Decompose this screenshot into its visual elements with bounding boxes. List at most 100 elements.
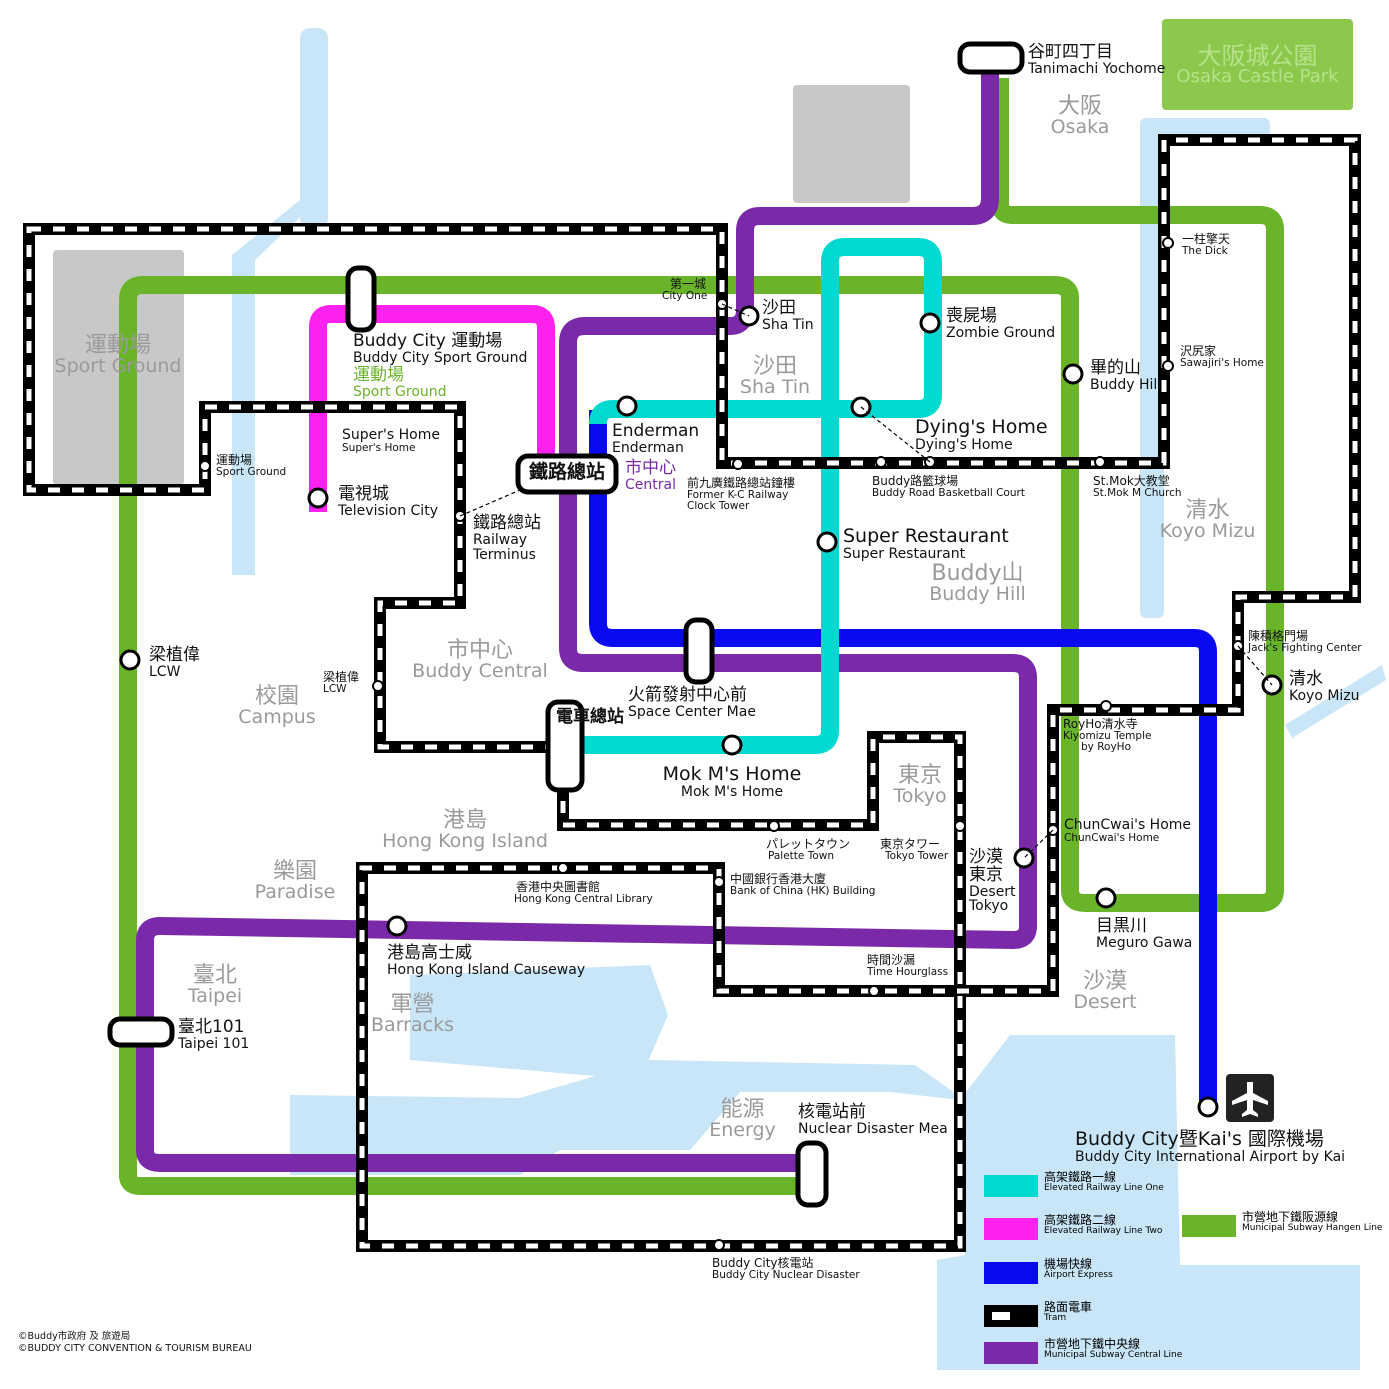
- station-dots: [119, 305, 1283, 1118]
- airplane-icon: [1226, 1074, 1274, 1122]
- station-tram-terminus[interactable]: 電車總站: [556, 707, 624, 727]
- station-city-one[interactable]: 第一城 City One: [662, 277, 708, 302]
- interchange-space-center: [683, 617, 715, 685]
- tram-stop: [1162, 237, 1174, 249]
- tram-stop: [1094, 456, 1106, 468]
- tram-stop-dots: [199, 237, 1244, 1251]
- credit-line-1: ©Buddy市政府 及 旅遊局: [18, 1331, 131, 1342]
- gray-block-north: [793, 85, 910, 203]
- sea-east-strip: [1285, 665, 1386, 738]
- elevated-line-one: [566, 238, 942, 754]
- station-airport[interactable]: Buddy City暨Kai's 國際機場 Buddy City Internat…: [1075, 1128, 1346, 1165]
- station-dot: [307, 487, 329, 509]
- interchange-nuclear-mea: [795, 1140, 829, 1208]
- district-koyo-mizu: 清水 Koyo Mizu: [1159, 498, 1256, 542]
- station-lcw-tram[interactable]: 梁植偉 LCW: [323, 670, 360, 695]
- tram-stop: [372, 680, 384, 692]
- station-causeway[interactable]: 港島高士威 Hong Kong Island Causeway: [387, 943, 586, 978]
- hangen-line: [119, 78, 1284, 1195]
- tram-stop: [768, 820, 780, 832]
- station-sawajiri[interactable]: 沢尻家 Sawajiri's Home: [1180, 344, 1264, 369]
- station-the-dick[interactable]: 一柱擎天 The Dick: [1182, 232, 1231, 257]
- station-sha-tin[interactable]: 沙田 Sha Tin: [762, 298, 814, 333]
- station-dot: [386, 915, 408, 937]
- district-sha-tin: 沙田 Sha Tin: [739, 354, 811, 398]
- tram-stop: [199, 460, 211, 472]
- connectors: [459, 303, 1273, 859]
- station-dot: [721, 734, 743, 756]
- tram-stop: [557, 862, 569, 874]
- station-sport-ground-tram[interactable]: 運動場 Sport Ground: [216, 453, 287, 478]
- station-tanimachi[interactable]: 谷町四丁目 Tanimachi Yochome: [1028, 42, 1166, 77]
- station-st-mok[interactable]: St.Mok大教堂 St.Mok M Church: [1093, 474, 1182, 499]
- station-desert-tokyo[interactable]: 沙漠 東京 Desert Tokyo: [969, 847, 1016, 915]
- station-jacks[interactable]: 陳積格門場 Jack's Fighting Center: [1248, 629, 1362, 654]
- station-dot: [119, 649, 141, 671]
- station-hourglass[interactable]: 時間沙漏 Time Hourglass: [867, 953, 949, 978]
- station-taipei101[interactable]: 臺北101 Taipei 101: [178, 1017, 250, 1052]
- district-desert: 沙漠 Desert: [1073, 969, 1137, 1013]
- station-mok-home[interactable]: Mok M's Home Mok M's Home: [662, 763, 802, 800]
- tram-stop: [954, 820, 966, 832]
- district-campus: 校園 Campus: [238, 684, 316, 728]
- station-royho[interactable]: RoyHo清水寺 Kiyomizu Temple by RoyHo: [1063, 717, 1152, 753]
- tram-stop: [924, 456, 936, 468]
- elevated-line-two: [309, 305, 555, 512]
- station-clock-tower[interactable]: 前九廣鐵路總站鐘樓 Former K-C Railway Clock Tower: [687, 476, 796, 512]
- station-zombie-ground[interactable]: 喪屍場 Zombie Ground: [946, 306, 1056, 341]
- station-sport-ground-pink[interactable]: Buddy City 運動場 Buddy City Sport Ground: [353, 331, 528, 366]
- tram-stop: [713, 876, 725, 888]
- interchange-tram-terminus: [545, 699, 585, 793]
- legend-swatch: [984, 1175, 1038, 1197]
- lake-center: [410, 965, 668, 1080]
- tram-stop: [1100, 700, 1112, 712]
- tram-stop: [732, 458, 744, 470]
- station-buddy-hill[interactable]: 畢的山 Buddy Hill: [1090, 358, 1162, 393]
- tram-stop: [713, 1239, 725, 1251]
- tram-stop: [868, 985, 880, 997]
- station-enderman[interactable]: Enderman Enderman: [612, 421, 700, 456]
- station-sport-ground-green[interactable]: 運動場 Sport Ground: [353, 365, 447, 400]
- station-dot: [616, 395, 638, 417]
- central-line: [136, 60, 1037, 1172]
- station-basketball[interactable]: Buddy路籃球場 Buddy Road Basketball Court: [872, 474, 1025, 499]
- station-super-restaurant[interactable]: Super Restaurant Super Restaurant: [843, 525, 1009, 562]
- station-koyo-mizu[interactable]: 清水 Koyo Mizu: [1289, 669, 1360, 704]
- station-space-center[interactable]: 火箭發射中心前 Space Center Mae: [628, 685, 756, 720]
- station-nuclear-mea[interactable]: 核電站前 Nuclear Disaster Mea: [798, 1102, 948, 1137]
- river-west: [232, 200, 318, 575]
- legend-swatch: [984, 1262, 1038, 1284]
- station-dying-home[interactable]: Dying's Home Dying's Home: [915, 416, 1048, 453]
- station-tokyo-tower[interactable]: 東京タワー Tokyo Tower: [880, 837, 949, 862]
- tram-stop: [875, 456, 887, 468]
- station-boc[interactable]: 中國銀行香港大廈 Bank of China (HK) Building: [730, 872, 876, 897]
- station-hk-library[interactable]: 香港中央圖書館 Hong Kong Central Library: [514, 880, 653, 905]
- interchange-sport-ground: [345, 265, 377, 333]
- district-osaka: 大阪 Osaka: [1050, 94, 1110, 138]
- station-supers-home[interactable]: Super's Home Super's Home: [342, 427, 440, 454]
- district-taipei: 臺北 Taipei: [187, 963, 243, 1007]
- osaka-castle-park: [1162, 19, 1353, 110]
- tram-stop: [1162, 360, 1174, 372]
- legend-swatch: [984, 1342, 1038, 1364]
- station-lcw-green[interactable]: 梁植偉 LCW: [149, 645, 200, 680]
- station-palette-town[interactable]: パレットタウン Palette Town: [766, 837, 851, 862]
- station-television-city[interactable]: 電視城 Television City: [338, 484, 438, 519]
- station-central[interactable]: 市中心 Central: [625, 458, 676, 493]
- station-railway-terminus-box[interactable]: 鐵路總站: [528, 461, 605, 483]
- legend-swatch: [1182, 1215, 1236, 1237]
- station-railway-terminus[interactable]: 鐵路總站 Railway Terminus: [473, 513, 541, 563]
- station-dot: [1197, 1096, 1219, 1118]
- station-dot: [1095, 887, 1117, 909]
- district-sport-ground: 運動場 Sport Ground: [54, 333, 182, 377]
- district-hong-kong-island: 港島 Hong Kong Island: [382, 808, 548, 852]
- district-buddy-central: 市中心 Buddy Central: [412, 638, 548, 682]
- interchanges: [107, 41, 1025, 1208]
- station-nuclear[interactable]: Buddy City核電站 Buddy City Nuclear Disaster: [712, 1256, 860, 1281]
- district-buddy-hill: Buddy山 Buddy Hill: [929, 561, 1026, 605]
- river-north: [300, 28, 328, 228]
- station-chuncwai[interactable]: ChunCwai's Home ChunCwai's Home: [1064, 817, 1192, 844]
- district-barracks: 軍營 Barracks: [371, 992, 454, 1036]
- station-meguro[interactable]: 目黒川 Meguro Gawa: [1096, 916, 1193, 951]
